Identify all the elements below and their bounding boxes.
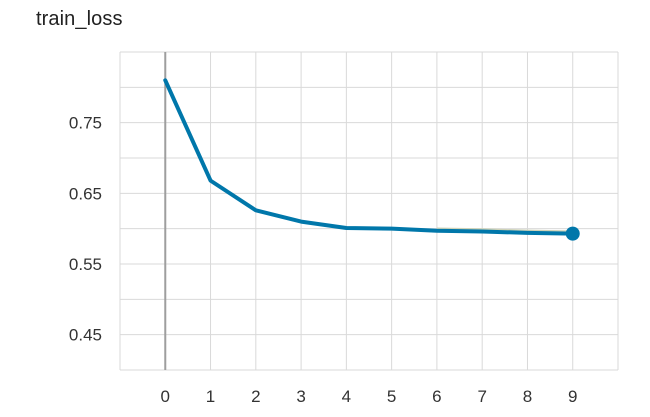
- x-tick-label: 5: [387, 387, 396, 406]
- y-tick-label: 0.65: [69, 184, 102, 203]
- data-point-6: [435, 229, 439, 233]
- chart-title: train_loss: [36, 8, 123, 30]
- data-point-4: [344, 226, 348, 230]
- y-tick-label: 0.45: [69, 326, 102, 345]
- y-tick-label: 0.55: [69, 255, 102, 274]
- data-point-8: [525, 231, 529, 235]
- x-tick-label: 7: [477, 387, 486, 406]
- x-tick-label: 6: [432, 387, 441, 406]
- y-tick-label: 0.75: [69, 114, 102, 133]
- data-point-7: [480, 229, 484, 233]
- x-tick-label: 0: [161, 387, 170, 406]
- data-point-3: [299, 220, 303, 224]
- x-tick-label: 9: [568, 387, 577, 406]
- train-loss-series-line: [163, 78, 575, 236]
- x-tick-label: 2: [251, 387, 260, 406]
- x-tick-label: 8: [523, 387, 532, 406]
- data-point-5: [390, 227, 394, 231]
- data-point-0: [163, 78, 167, 82]
- data-point-1: [209, 179, 213, 183]
- x-tick-label: 4: [342, 387, 351, 406]
- data-point-2: [254, 208, 258, 212]
- x-tick-label: 3: [296, 387, 305, 406]
- x-tick-label: 1: [206, 387, 215, 406]
- last-point-marker[interactable]: [565, 226, 580, 241]
